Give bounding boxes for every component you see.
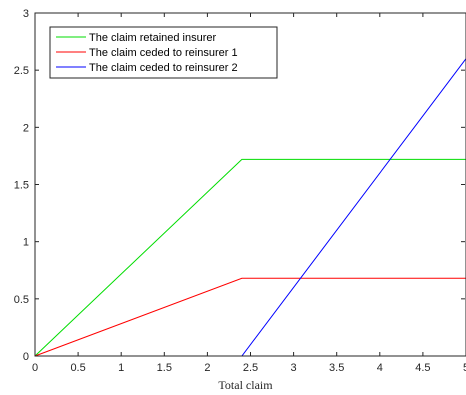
x-tick-label: 1 [118,362,124,374]
series-line-3 [35,58,466,357]
y-tick-label: 2 [23,122,29,134]
legend: The claim retained insurer The claim cede… [49,26,278,79]
y-axis: 0 0.5 1 1.5 2 2.5 3 [14,8,465,363]
x-tick-label: 0 [32,362,38,374]
series-layer [34,58,466,357]
x-tick-label: 3 [291,362,297,374]
y-tick-label: 3 [23,8,29,20]
x-tick-label: 4.5 [415,362,430,374]
legend-box [49,26,278,79]
y-tick-label: 0 [23,351,29,363]
x-axis: 0 0.5 1 1.5 2 2.5 3 3.5 4 4.5 5 [32,13,466,374]
x-tick-label: 2.5 [243,362,258,374]
x-tick-label: 1.5 [157,362,172,374]
legend-label-3: The claim ceded to reinsurer 2 [89,62,238,74]
y-tick-label: 1 [23,237,29,249]
series-line-2 [34,277,466,357]
y-tick-label: 1.5 [14,180,29,192]
x-tick-label: 5 [463,362,466,374]
legend-label-1: The claim retained insurer [89,32,217,44]
x-axis-title: Total claim [218,378,273,392]
series-line-1 [34,158,466,357]
y-tick-label: 0.5 [14,294,29,306]
y-tick-label: 2.5 [14,65,29,77]
legend-label-2: The claim ceded to reinsurer 1 [89,47,238,59]
x-tick-label: 3.5 [329,362,344,374]
x-tick-label: 2 [204,362,210,374]
x-tick-label: 0.5 [70,362,85,374]
x-tick-label: 4 [377,362,383,374]
